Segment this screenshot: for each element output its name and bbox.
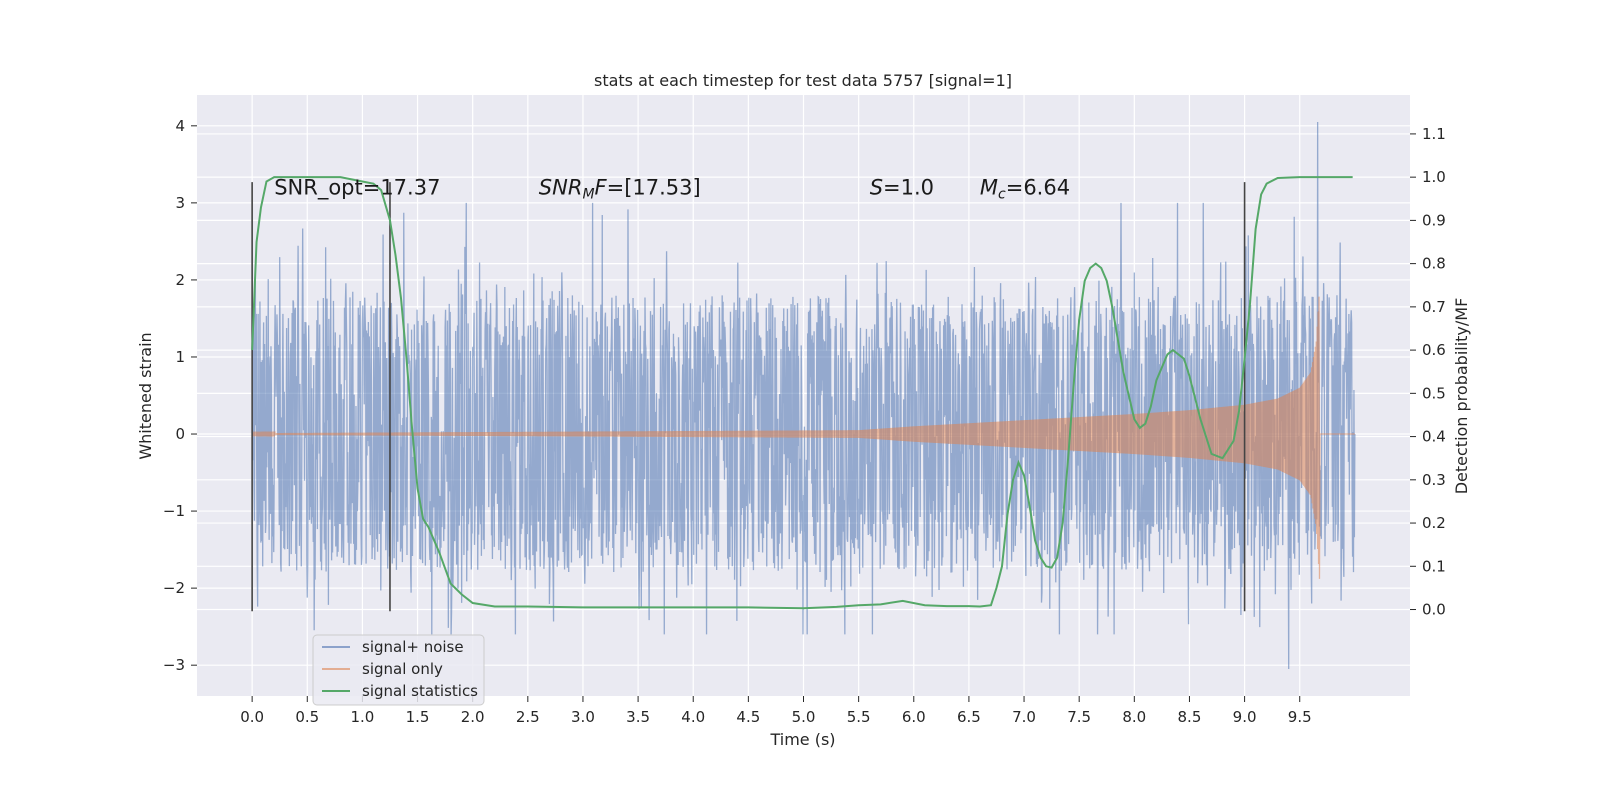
- x-tick-label: 4.0: [681, 708, 705, 726]
- left-y-tick-label: −1: [163, 502, 185, 520]
- x-tick-label: 8.5: [1178, 708, 1202, 726]
- x-axis-ticks: 0.0 0.5 1.0 1.5 2.0 2.5 3.0 3.5 4.0 4.5 5.0 5.5 6.0 6…: [240, 696, 1312, 726]
- x-tick-label: 4.5: [736, 708, 760, 726]
- left-y-tick-label: 1: [175, 348, 185, 366]
- annotation-s-value: =1.0: [883, 175, 934, 199]
- x-tick-label: 1.5: [406, 708, 430, 726]
- x-tick-label: 2.0: [461, 708, 485, 726]
- right-y-tick-label: 0.7: [1422, 298, 1446, 316]
- x-tick-label: 9.0: [1233, 708, 1257, 726]
- x-tick-label: 0.0: [240, 708, 264, 726]
- left-y-tick-label: −3: [163, 656, 185, 674]
- x-tick-label: 3.5: [626, 708, 650, 726]
- right-y-tick-label: 0.3: [1422, 471, 1446, 489]
- left-y-tick-label: −2: [163, 579, 185, 597]
- x-tick-label: 5.0: [792, 708, 816, 726]
- left-y-tick-label: 3: [175, 194, 185, 212]
- x-tick-label: 9.5: [1288, 708, 1312, 726]
- left-y-axis-ticks: −3 −2 −1 0 1 2 3 4: [163, 117, 197, 674]
- x-tick-label: 3.0: [571, 708, 595, 726]
- right-y-tick-label: 0.1: [1422, 557, 1446, 575]
- annotation-snr-mf-sub: M: [582, 186, 594, 202]
- x-tick-label: 2.5: [516, 708, 540, 726]
- chart-title: stats at each timestep for test data 575…: [594, 71, 1012, 90]
- annotation-snr-mf-tail: F: [595, 175, 608, 199]
- annotation-s-var: S: [870, 175, 883, 199]
- right-y-tick-label: 1.1: [1422, 125, 1446, 143]
- annotation-snr-mf: SNRMF=[17.53]: [539, 175, 701, 202]
- legend-label-signal-only: signal only: [362, 660, 443, 678]
- right-y-tick-label: 0.8: [1422, 255, 1446, 273]
- legend-box: [312, 634, 485, 706]
- right-y-tick-label: 0.5: [1422, 384, 1446, 402]
- vertical-markers: [251, 182, 1246, 612]
- legend-label-signal-statistics: signal statistics: [362, 682, 478, 700]
- right-y-tick-label: 1.0: [1422, 168, 1446, 186]
- right-y-axis-ticks: 0.0 0.1 0.2 0.3 0.4 0.5 0.6 0.7 0.8 0.9 1.0 1.1: [1410, 125, 1446, 619]
- right-y-tick-label: 0.9: [1422, 211, 1446, 229]
- x-tick-label: 1.0: [350, 708, 374, 726]
- annotation-mc: Mc=6.64: [980, 175, 1070, 202]
- legend: signal+ noise signal only signal statist…: [312, 634, 485, 706]
- annotations: SNR_opt=17.37 SNRMF=[17.53] S=1.0 Mc=6.6…: [274, 175, 1070, 202]
- annotation-mc-value: =6.64: [1006, 175, 1070, 199]
- annotation-mc-var: M: [980, 175, 998, 199]
- x-tick-label: 8.0: [1122, 708, 1146, 726]
- annotation-snr-mf-var: SNR: [539, 175, 583, 199]
- right-y-tick-label: 0.4: [1422, 428, 1446, 446]
- right-y-axis-label: Detection probability/MF: [1452, 298, 1471, 495]
- x-tick-label: 0.5: [295, 708, 319, 726]
- left-y-tick-label: 2: [175, 271, 185, 289]
- annotation-mc-sub: c: [998, 186, 1006, 202]
- series-signal-noise-line: [251, 121, 1356, 670]
- annotation-s-stat: S=1.0: [870, 175, 934, 199]
- left-y-axis-label: Whitened strain: [136, 332, 155, 459]
- annotation-snr-opt: SNR_opt=17.37: [274, 175, 440, 200]
- x-tick-label: 6.5: [957, 708, 981, 726]
- right-y-tick-label: 0.6: [1422, 341, 1446, 359]
- series-signal-only-line: [251, 296, 1355, 579]
- legend-label-signal-noise: signal+ noise: [362, 638, 464, 656]
- x-tick-label: 7.0: [1012, 708, 1036, 726]
- left-y-tick-label: 0: [175, 425, 185, 443]
- x-tick-label: 5.5: [847, 708, 871, 726]
- annotation-snr-mf-value: =[17.53]: [607, 175, 701, 199]
- x-tick-label: 6.0: [902, 708, 926, 726]
- left-y-tick-label: 4: [175, 117, 185, 135]
- series-signal-statistics-line: [251, 176, 1353, 610]
- right-y-tick-label: 0.0: [1422, 601, 1446, 619]
- x-axis-label: Time (s): [769, 730, 835, 749]
- right-y-tick-label: 0.2: [1422, 514, 1446, 532]
- x-tick-label: 7.5: [1067, 708, 1091, 726]
